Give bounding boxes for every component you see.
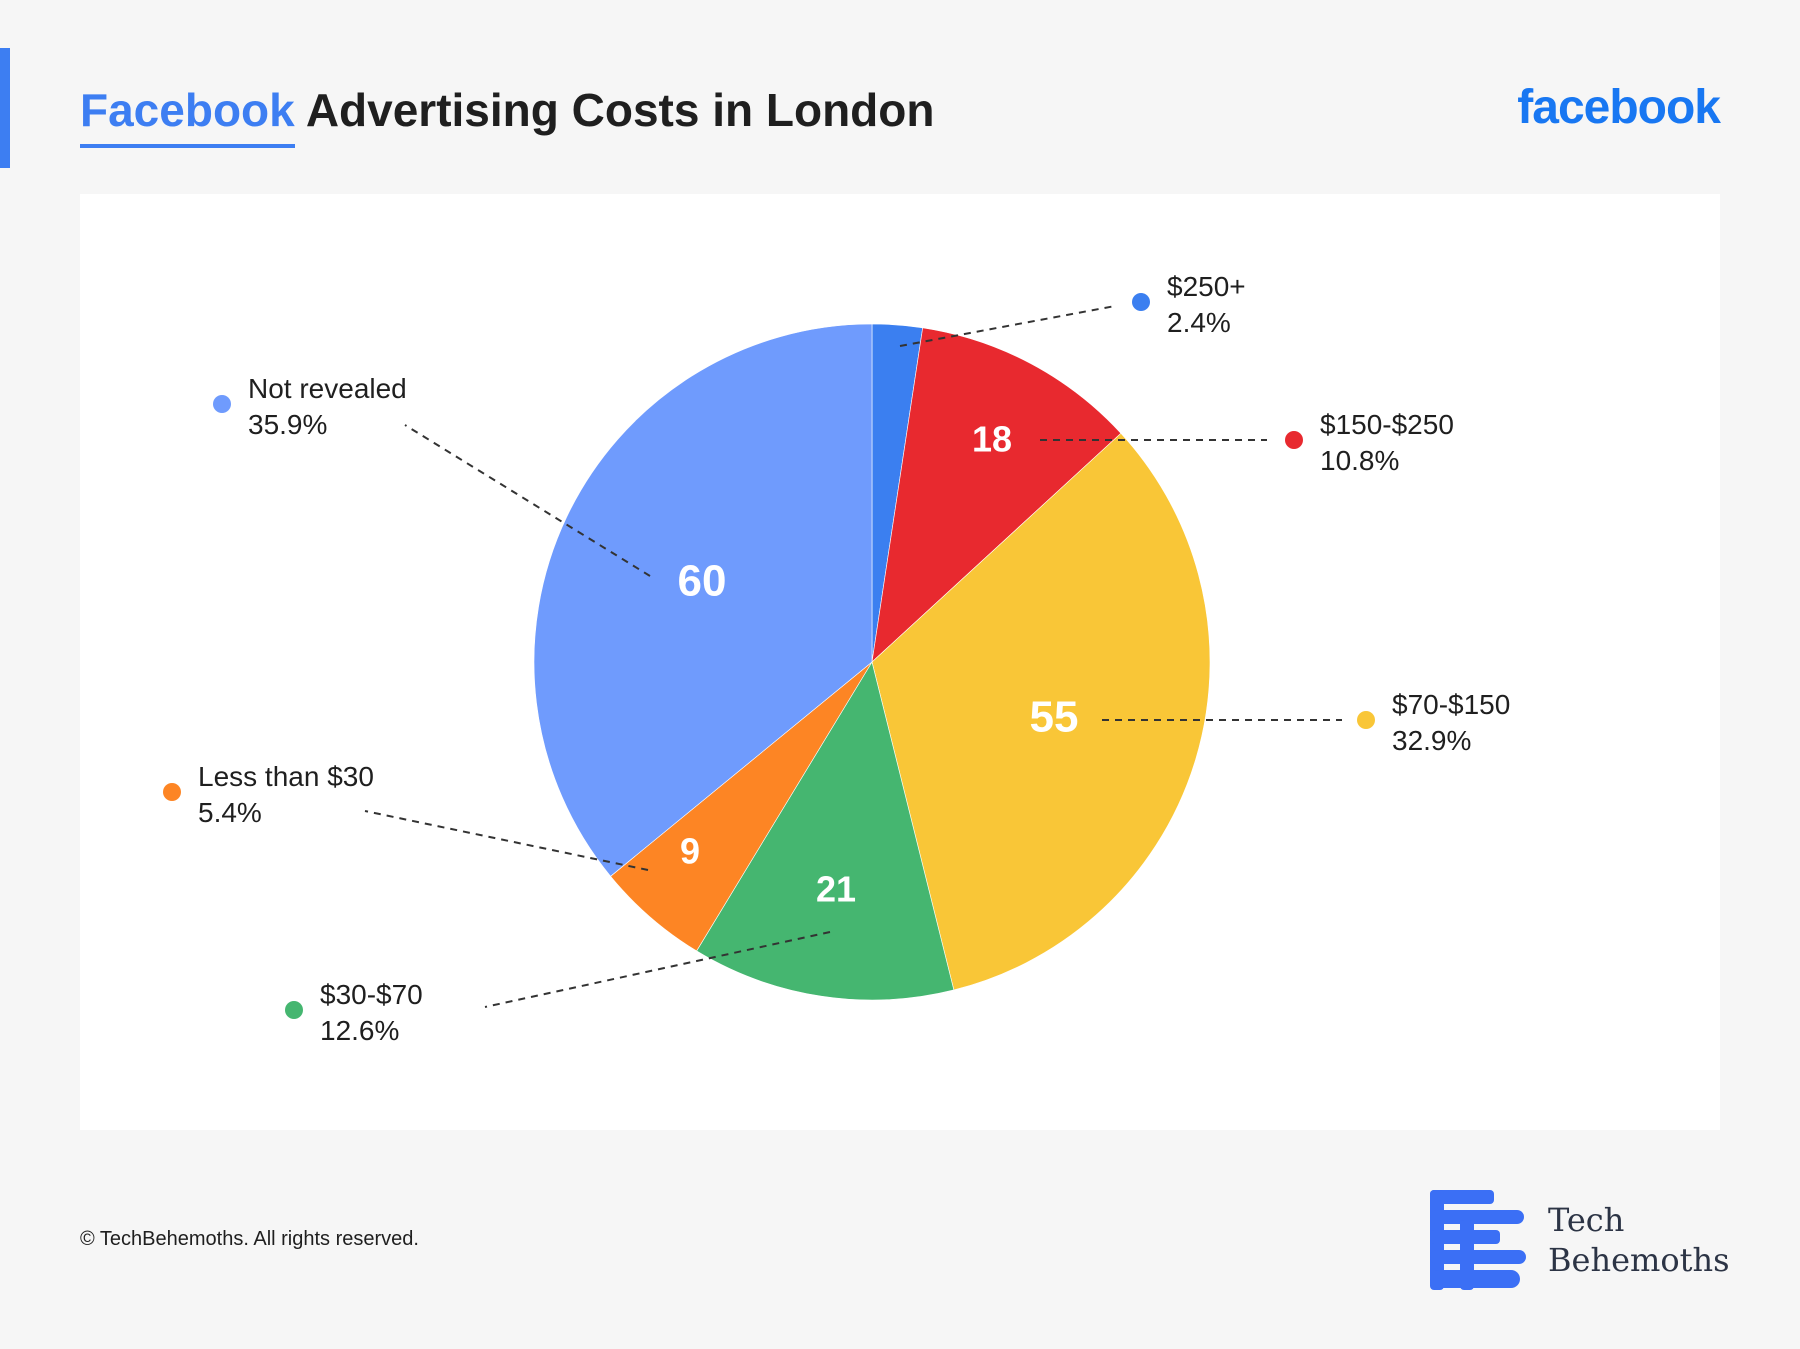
slice-value-2: 55 (1030, 693, 1079, 742)
slice-label-0: $250+ (1167, 271, 1246, 302)
pie-slice-3 (696, 661, 955, 1001)
slice-percent-4: 5.4% (198, 797, 262, 828)
slice-value-3: 21 (816, 869, 856, 910)
slice-percent-2: 32.9% (1392, 725, 1471, 756)
copyright-text: © TechBehemoths. All rights reserved. (80, 1228, 419, 1250)
slice-label-1: $150-$250 (1320, 409, 1454, 440)
page-title: Facebook Advertising Costs in London (80, 78, 934, 148)
slice-label-4: Less than $30 (198, 761, 374, 792)
leader-line-4 (364, 810, 649, 871)
slice-percent-1: 10.8% (1320, 445, 1399, 476)
pie-slice-5 (533, 323, 873, 877)
pie-slice-2 (871, 432, 1211, 991)
legend-dot-0 (1132, 293, 1150, 311)
legend-dot-1 (1285, 431, 1303, 449)
slice-value-4: 9 (680, 831, 700, 872)
facebook-logo: facebook (1517, 81, 1721, 134)
legend-dot-5 (213, 395, 231, 413)
logo-line-2: Behemoths (1548, 1241, 1730, 1279)
slice-percent-3: 12.6% (320, 1015, 399, 1046)
leader-line-5 (404, 424, 651, 577)
slice-value-1: 18 (972, 419, 1012, 460)
title-rest: Advertising Costs in London (305, 84, 935, 136)
pie-slices (533, 323, 1211, 1001)
pie-slice-1 (871, 327, 1122, 663)
title-brand: Facebook (80, 78, 295, 148)
slice-label-2: $70-$150 (1392, 689, 1510, 720)
slice-label-5: Not revealed (248, 373, 407, 404)
slice-value-5: 60 (678, 557, 727, 606)
slice-percent-0: 2.4% (1167, 307, 1231, 338)
legend-dot-2 (1357, 711, 1375, 729)
pie-annotations: $250+ 2.4% $150-$250 10.8% 18 $70-$150 32.9% 55… (163, 271, 1510, 1046)
leader-line-3 (484, 931, 831, 1008)
leader-line-0 (899, 305, 1116, 347)
legend-dot-4 (163, 783, 181, 801)
techbehemoths-logo: Tech Behemoths (1430, 1190, 1730, 1290)
logo-line-1: Tech (1548, 1201, 1625, 1239)
pie-chart: $250+ 2.4% $150-$250 10.8% 18 $70-$150 32.9% 55… (163, 271, 1510, 1046)
techbehemoths-logo-icon (1430, 1190, 1526, 1290)
slice-label-3: $30-$70 (320, 979, 423, 1010)
slice-percent-5: 35.9% (248, 409, 327, 440)
accent-bar (0, 48, 10, 168)
chart-card: $250+ 2.4% $150-$250 10.8% 18 $70-$150 32.9% 55… (80, 194, 1720, 1130)
legend-dot-3 (285, 1001, 303, 1019)
